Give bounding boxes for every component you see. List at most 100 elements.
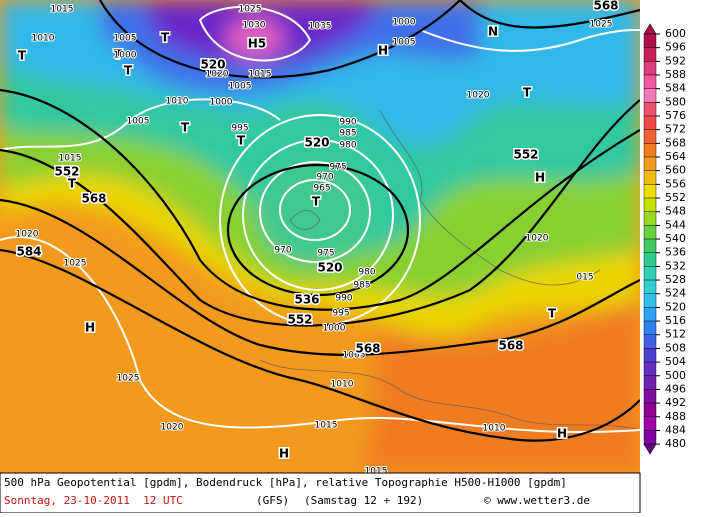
legend-label: 568 xyxy=(665,136,686,149)
map-label: 1000 xyxy=(210,98,233,108)
map-label: 965 xyxy=(313,184,330,194)
legend-label: 508 xyxy=(665,341,686,354)
map-label: 1015 xyxy=(249,70,272,80)
legend-label: 576 xyxy=(665,109,686,122)
map-label: 1000 xyxy=(114,51,137,61)
legend-label: 564 xyxy=(665,150,686,163)
legend-swatch xyxy=(643,402,657,417)
map-label: T xyxy=(523,86,532,100)
legend-swatch xyxy=(643,361,657,376)
legend-label: 500 xyxy=(665,369,686,382)
legend-swatch xyxy=(643,348,657,363)
legend-label: 504 xyxy=(665,355,686,368)
map-label: T xyxy=(68,177,77,191)
legend-swatch xyxy=(643,293,657,308)
map-label: 520 xyxy=(304,136,329,150)
legend-swatch xyxy=(643,47,657,62)
map-label: 536 xyxy=(294,293,319,307)
map-label: T xyxy=(114,48,123,62)
map-field xyxy=(0,0,640,473)
map-label: 1010 xyxy=(331,380,354,390)
map-label: 552 xyxy=(287,313,312,327)
map-label: 568 xyxy=(355,342,380,356)
legend-swatch xyxy=(643,375,657,390)
legend-label: 484 xyxy=(665,423,686,436)
legend-arrow-bottom xyxy=(643,443,657,455)
legend-swatch xyxy=(643,389,657,404)
legend-swatch xyxy=(643,184,657,199)
legend-label: 584 xyxy=(665,82,686,95)
legend-swatch xyxy=(643,143,657,158)
map-label: 1000 xyxy=(393,18,416,28)
map-label: 568 xyxy=(593,0,618,13)
map-label: 975 xyxy=(329,163,346,173)
legend-label: 480 xyxy=(665,437,686,450)
footer-run: (Samstag 12 + 192) xyxy=(304,494,423,507)
legend-swatch xyxy=(643,430,657,445)
map-label: 1010 xyxy=(483,424,506,434)
map-label: T xyxy=(161,31,170,45)
map-label: T xyxy=(548,307,557,321)
map-label: 584 xyxy=(16,245,41,259)
map-label: 1005 xyxy=(393,38,416,48)
legend: 6005965925885845805765725685645605565525… xyxy=(643,23,686,455)
map-label: T xyxy=(181,121,190,135)
legend-swatch xyxy=(643,307,657,322)
map-label: 520 xyxy=(317,261,342,275)
legend-label: 488 xyxy=(665,410,686,423)
map-label: 1005 xyxy=(114,34,137,44)
map-label: 1005 xyxy=(127,117,150,127)
legend-label: 496 xyxy=(665,382,686,395)
legend-swatch xyxy=(643,416,657,431)
legend-label: 540 xyxy=(665,232,686,245)
legend-label: 512 xyxy=(665,328,686,341)
legend-label: 592 xyxy=(665,54,686,67)
map-label: 552 xyxy=(513,148,538,162)
legend-label: 492 xyxy=(665,396,686,409)
legend-swatch xyxy=(643,320,657,335)
legend-swatch xyxy=(643,197,657,212)
map-label: 520 xyxy=(200,58,225,72)
legend-swatch xyxy=(643,211,657,226)
map-label: 1020 xyxy=(467,91,490,101)
map-label: 568 xyxy=(81,192,106,206)
map-label: T xyxy=(18,49,27,63)
map-label: 970 xyxy=(316,173,333,183)
legend-swatch xyxy=(643,156,657,171)
map-label: 1020 xyxy=(16,230,39,240)
legend-swatch xyxy=(643,129,657,144)
map-label: T xyxy=(312,195,321,209)
map-label: 1020 xyxy=(161,423,184,433)
map-label: 1015 xyxy=(51,5,74,15)
map-label: 990 xyxy=(335,294,352,304)
map-label: 1030 xyxy=(243,21,266,31)
legend-arrow-top xyxy=(643,23,657,35)
legend-swatch xyxy=(643,252,657,267)
map-label: 1000 xyxy=(323,324,346,334)
map-label: 1010 xyxy=(32,34,55,44)
legend-label: 580 xyxy=(665,95,686,108)
legend-label: 528 xyxy=(665,273,686,286)
legend-swatch xyxy=(643,102,657,117)
legend-label: 548 xyxy=(665,205,686,218)
map-label: 015 xyxy=(576,273,593,283)
footer-description: 500 hPa Geopotential [gpdm], Bodendruck … xyxy=(4,476,567,489)
legend-swatch xyxy=(643,238,657,253)
legend-swatch xyxy=(643,225,657,240)
map-label: 990 xyxy=(339,118,356,128)
legend-label: 544 xyxy=(665,218,686,231)
map-label: H xyxy=(557,427,567,441)
map-label: H xyxy=(535,171,545,185)
map-label: H5 xyxy=(248,37,266,51)
map-label: 1005 xyxy=(343,351,366,361)
legend-label: 596 xyxy=(665,41,686,54)
legend-label: 536 xyxy=(665,246,686,259)
legend-label: 552 xyxy=(665,191,686,204)
legend-label: 556 xyxy=(665,177,686,190)
map-label: 1025 xyxy=(239,5,262,15)
footer-model: (GFS) xyxy=(256,494,289,507)
legend-swatch xyxy=(643,115,657,130)
map-label: 1020 xyxy=(526,234,549,244)
map-label: 1035 xyxy=(309,22,332,32)
